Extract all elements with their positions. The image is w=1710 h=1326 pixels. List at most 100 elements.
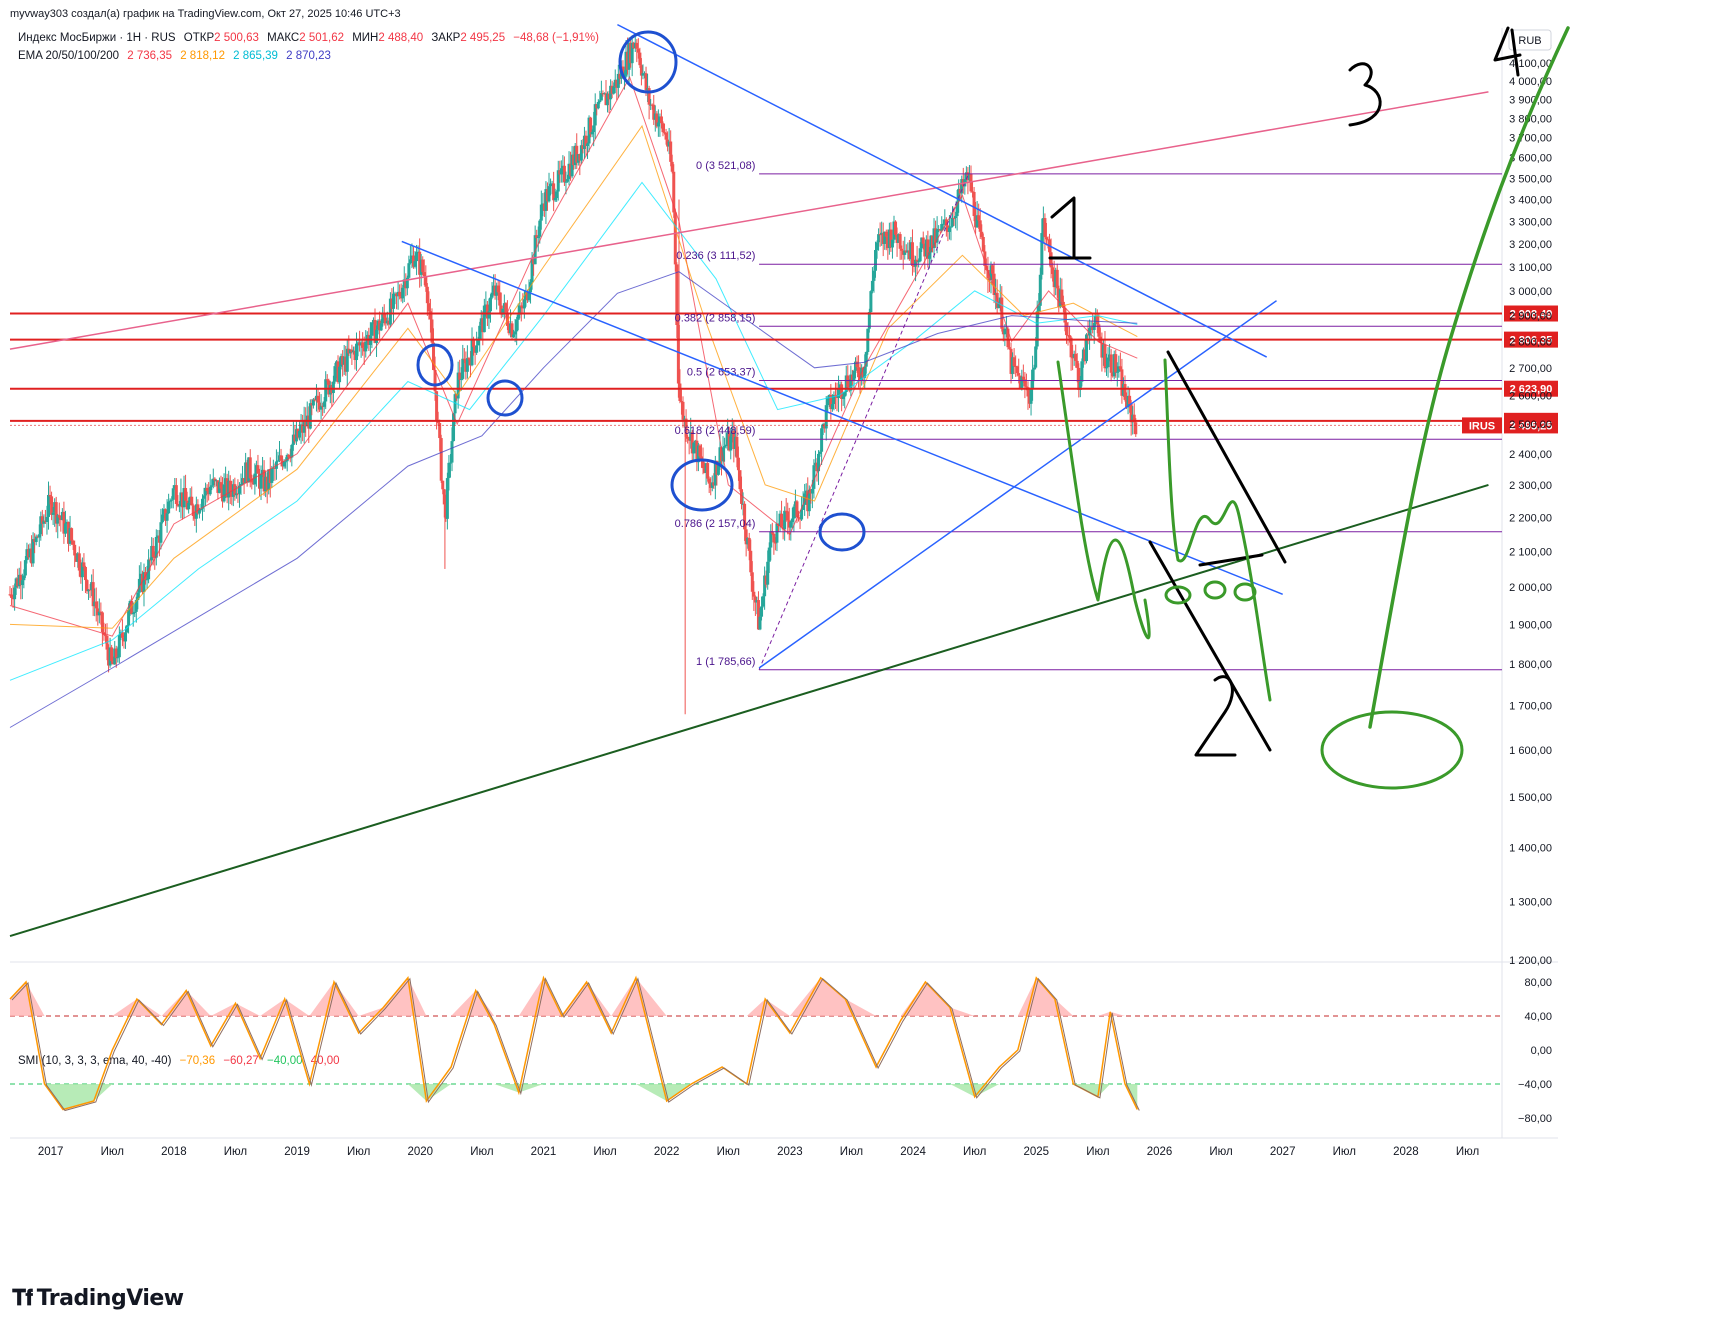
- candle-body: [542, 203, 546, 211]
- candle-body: [80, 562, 84, 578]
- candle-body: [361, 342, 365, 348]
- smi-tick-label: 0,00: [1531, 1045, 1552, 1057]
- candle-body: [193, 516, 197, 519]
- candle-body: [187, 502, 191, 510]
- candle-body: [857, 367, 861, 378]
- candle-body: [1078, 381, 1082, 390]
- candle-body: [473, 346, 477, 353]
- candle-body: [713, 460, 717, 486]
- candle-body: [157, 535, 161, 543]
- candle-body: [165, 513, 169, 521]
- candle-body: [432, 342, 436, 371]
- candle-body: [881, 232, 885, 244]
- candle-body: [424, 276, 428, 287]
- fib-diagonal: [758, 173, 969, 670]
- candle-body: [467, 358, 471, 360]
- open-value: 2 500,63: [214, 32, 259, 44]
- candle-body: [699, 456, 703, 460]
- level-price-tag: [1504, 305, 1558, 322]
- candle-body: [381, 314, 385, 324]
- candle-body: [510, 323, 514, 338]
- candle-body: [77, 553, 81, 571]
- candle-body: [99, 611, 103, 613]
- candle-body: [598, 100, 602, 102]
- candle-body: [890, 239, 894, 248]
- candle-body: [575, 145, 579, 163]
- candle-body: [124, 632, 128, 642]
- candle-body: [1068, 335, 1072, 338]
- candle-body: [470, 338, 474, 366]
- candle-body: [401, 287, 405, 299]
- candle-body: [242, 478, 246, 484]
- candle-body: [695, 440, 699, 463]
- y-tick-label: 2 000,00: [1509, 582, 1552, 594]
- candle-body: [1072, 353, 1076, 358]
- candle-body: [145, 579, 149, 581]
- candle-body: [250, 478, 254, 483]
- candle-body: [676, 324, 680, 384]
- currency-label: RUB: [1518, 35, 1541, 47]
- candle-body: [846, 375, 850, 388]
- chart-attribution: myvway303 создал(а) график на TradingVie…: [10, 8, 401, 20]
- candle-body: [1120, 369, 1124, 396]
- candle-body: [108, 647, 112, 666]
- candle-body: [265, 476, 269, 490]
- candle-body: [221, 488, 225, 502]
- candle-body: [666, 139, 670, 147]
- change-value: −48,68 (−1,91%): [513, 32, 599, 44]
- candle-body: [228, 480, 232, 493]
- candle-body: [647, 88, 651, 105]
- candle-body: [545, 189, 549, 202]
- candle-body: [720, 447, 724, 462]
- candle-body: [746, 537, 750, 545]
- candle-body: [735, 436, 739, 458]
- ink-number-3: [1348, 62, 1382, 127]
- candle-body: [797, 517, 801, 519]
- candle-body: [541, 203, 545, 205]
- candle-body: [758, 616, 762, 630]
- candle-body: [569, 163, 573, 177]
- candle-body: [869, 291, 873, 313]
- x-tick-label: Июл: [347, 1146, 370, 1158]
- candle-body: [587, 117, 591, 144]
- candle-body: [1004, 328, 1008, 330]
- candle-body: [912, 265, 916, 267]
- tradingview-logo[interactable]: 𝐓𝐟 TradingView: [12, 1286, 184, 1311]
- candle-body: [730, 430, 734, 437]
- candle-body: [153, 557, 157, 559]
- candle-body: [113, 648, 117, 665]
- candle-body: [732, 430, 736, 449]
- candle-body: [752, 591, 756, 597]
- ema50-line: [9, 124, 1138, 629]
- candle-body: [110, 647, 114, 662]
- candle-body: [589, 117, 593, 135]
- candle-body: [530, 259, 534, 283]
- candle-body: [328, 385, 332, 395]
- y-tick-label: 2 600,00: [1509, 390, 1552, 402]
- candle-body: [224, 478, 228, 485]
- candle-body: [681, 401, 685, 420]
- candle-body: [850, 374, 854, 381]
- candle-body: [995, 292, 999, 309]
- y-tick-label: 1 800,00: [1509, 659, 1552, 671]
- candle-body: [513, 331, 517, 335]
- candle-body: [313, 399, 317, 401]
- candle-body: [458, 372, 462, 380]
- candle-body: [267, 469, 271, 490]
- candle-body: [227, 480, 231, 498]
- candle-body: [838, 384, 842, 390]
- smi-legend: SMI (10, 3, 3, 3, ema, 40, -40) −70,36 −…: [18, 1055, 345, 1067]
- candle-body: [1060, 289, 1064, 302]
- candle-body: [547, 186, 551, 202]
- y-tick-label: 1 900,00: [1509, 619, 1552, 631]
- candle-body: [646, 88, 650, 91]
- candle-body: [116, 657, 120, 659]
- candle-body: [43, 520, 47, 523]
- candle-body: [827, 394, 831, 398]
- candle-body: [455, 394, 459, 399]
- candle-body: [772, 533, 776, 543]
- candle-body: [207, 490, 211, 495]
- candle-body: [887, 229, 891, 249]
- candle-body: [690, 432, 694, 454]
